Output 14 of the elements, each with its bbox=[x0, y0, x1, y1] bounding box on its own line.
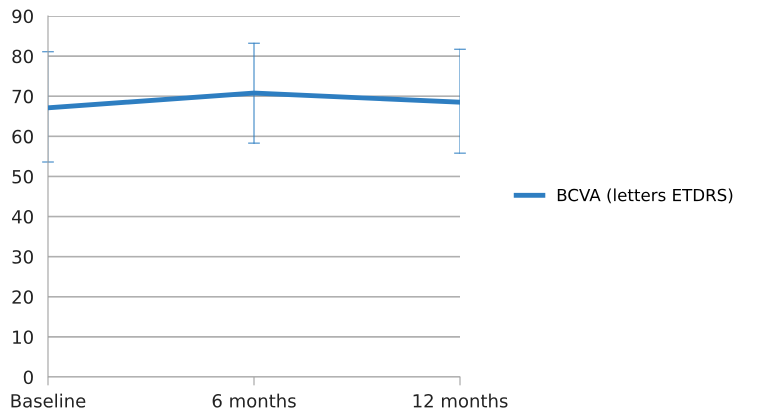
y-tick-label: 90 bbox=[12, 9, 33, 24]
y-tick-label: 20 bbox=[12, 290, 33, 304]
y-tick-label: 40 bbox=[12, 210, 33, 224]
y-tick-label: 80 bbox=[12, 50, 33, 64]
y-tick-label: 70 bbox=[12, 90, 33, 104]
y-tick-label: 60 bbox=[12, 130, 33, 144]
y-tick-label: 50 bbox=[12, 170, 33, 184]
x-tick-label: Baseline bbox=[11, 394, 86, 408]
y-tick-label: 0 bbox=[24, 370, 33, 384]
x-tick-label: 12 months bbox=[414, 394, 508, 408]
y-tick-label: 30 bbox=[12, 250, 33, 264]
y-tick-label: 10 bbox=[13, 330, 33, 344]
legend-label: BCVA (letters ETDRS) bbox=[558, 188, 732, 204]
x-tick-label: 6 months bbox=[212, 394, 296, 408]
